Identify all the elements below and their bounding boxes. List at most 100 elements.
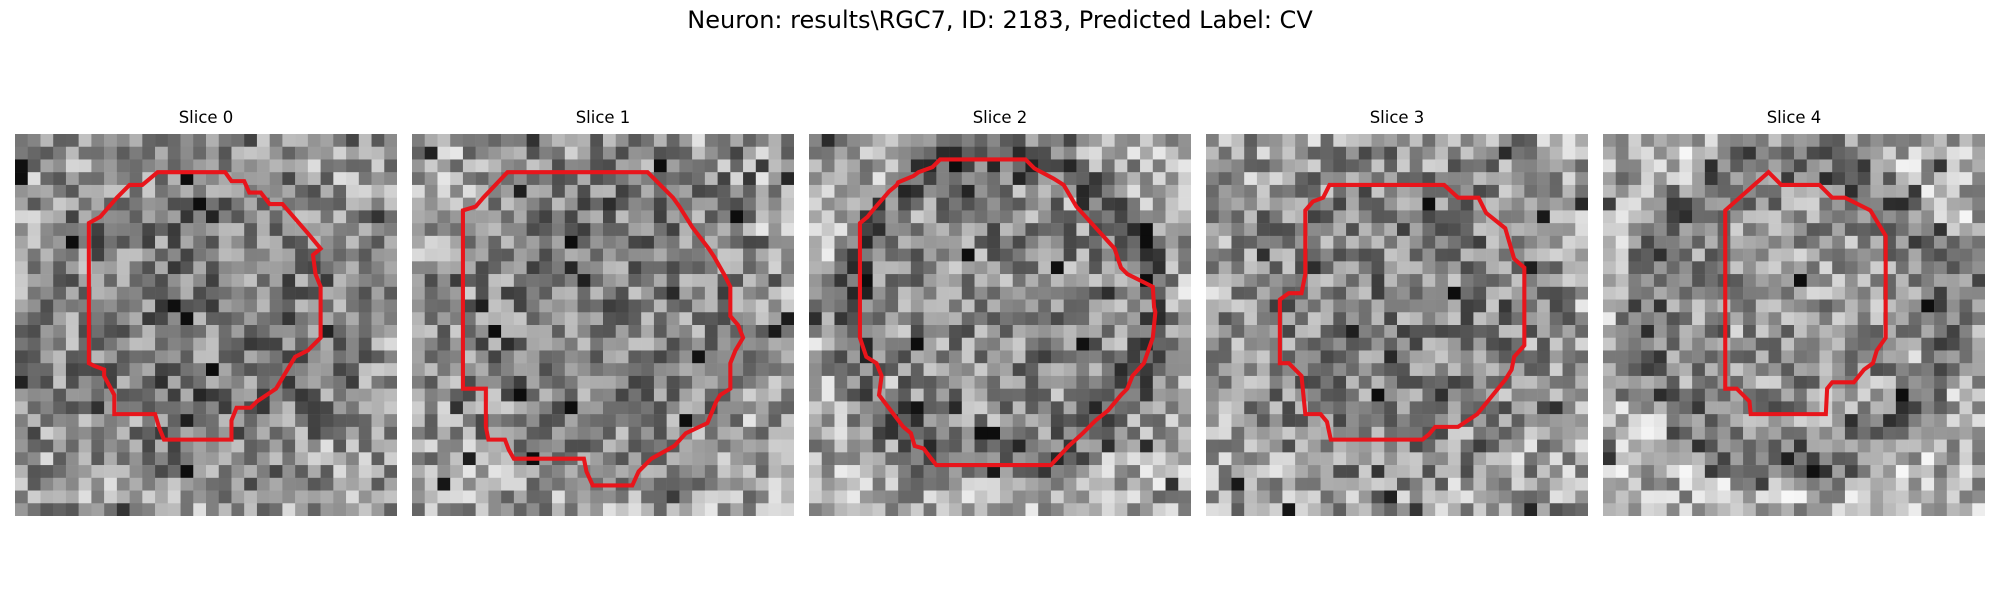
- pixel: [513, 197, 527, 211]
- pixel: [1743, 452, 1757, 466]
- pixel: [1384, 286, 1398, 300]
- pixel: [1127, 184, 1141, 198]
- pixel: [91, 312, 105, 326]
- pixel: [1409, 426, 1423, 440]
- pixel: [1038, 146, 1052, 160]
- pixel: [577, 325, 591, 338]
- pixel: [526, 159, 540, 173]
- pixel: [552, 210, 566, 224]
- pixel: [206, 223, 219, 237]
- pixel: [1397, 452, 1410, 466]
- pixel: [1704, 439, 1718, 453]
- pixel: [155, 325, 169, 338]
- pixel: [1844, 274, 1858, 288]
- pixel: [692, 503, 706, 516]
- pixel: [1050, 350, 1064, 364]
- pixel: [898, 197, 912, 211]
- pixel: [1959, 210, 1973, 224]
- pixel: [295, 248, 309, 262]
- pixel: [1692, 197, 1706, 211]
- pixel: [1333, 299, 1347, 313]
- pixel: [1832, 414, 1846, 428]
- pixel: [1704, 172, 1718, 186]
- pixel: [1653, 261, 1667, 275]
- pixel: [295, 465, 309, 479]
- pixel: [1422, 503, 1436, 516]
- pixel: [116, 477, 130, 491]
- pixel: [1819, 274, 1833, 288]
- pixel: [1000, 325, 1013, 338]
- pixel: [1615, 439, 1629, 453]
- pixel: [1206, 159, 1219, 173]
- pixel: [1256, 426, 1270, 440]
- pixel: [692, 312, 706, 326]
- pixel: [1282, 401, 1296, 415]
- pixel: [1641, 134, 1655, 147]
- pixel: [1282, 337, 1296, 351]
- pixel: [974, 363, 988, 377]
- pixel: [129, 414, 143, 428]
- pixel: [679, 274, 693, 288]
- pixel: [641, 248, 655, 262]
- pixel: [730, 401, 744, 415]
- pixel: [885, 312, 899, 326]
- pixel: [1946, 375, 1960, 389]
- pixel: [462, 477, 476, 491]
- pixel: [65, 388, 79, 402]
- pixel: [653, 325, 667, 338]
- pixel: [961, 235, 975, 249]
- pixel: [1755, 401, 1769, 415]
- pixel: [1101, 350, 1115, 364]
- pixel: [1435, 172, 1449, 186]
- pixel: [1486, 452, 1500, 466]
- pixel: [666, 299, 680, 313]
- pixel: [1244, 490, 1258, 504]
- pixel: [333, 248, 347, 262]
- pixel: [142, 401, 156, 415]
- pixel: [320, 286, 334, 300]
- pixel: [1883, 490, 1897, 504]
- pixel: [552, 134, 566, 147]
- pixel: [717, 477, 731, 491]
- pixel: [1114, 325, 1128, 338]
- pixel: [1178, 465, 1191, 479]
- pixel: [358, 210, 372, 224]
- pixel: [269, 172, 283, 186]
- pixel: [346, 452, 360, 466]
- pixel: [1628, 465, 1642, 479]
- pixel: [1562, 465, 1576, 479]
- pixel: [936, 299, 950, 313]
- pixel: [1679, 223, 1693, 237]
- pixel: [1653, 503, 1667, 516]
- pixel: [577, 388, 591, 402]
- pixel: [1460, 210, 1474, 224]
- pixel: [1218, 388, 1232, 402]
- pixel: [552, 223, 566, 237]
- pixel: [936, 274, 950, 288]
- pixel: [1794, 286, 1807, 300]
- pixel: [1959, 248, 1973, 262]
- pixel: [653, 159, 667, 173]
- pixel: [53, 375, 67, 389]
- pixel: [65, 439, 79, 453]
- pixel: [730, 172, 744, 186]
- pixel: [1473, 286, 1487, 300]
- pixel: [193, 490, 207, 504]
- pixel: [1114, 235, 1128, 249]
- pixel: [936, 452, 950, 466]
- slice-title: Slice 4: [1766, 108, 1822, 127]
- pixel: [653, 426, 667, 440]
- pixel: [307, 299, 321, 313]
- pixel: [987, 235, 1001, 249]
- pixel: [282, 248, 296, 262]
- pixel: [295, 274, 309, 288]
- pixel: [1883, 465, 1897, 479]
- pixel: [1358, 223, 1372, 237]
- pixel: [641, 503, 655, 516]
- pixel: [1269, 223, 1283, 237]
- pixel: [1256, 388, 1270, 402]
- pixel: [129, 439, 143, 453]
- pixel: [1127, 439, 1141, 453]
- pixel: [1537, 146, 1551, 160]
- pixel: [1422, 146, 1436, 160]
